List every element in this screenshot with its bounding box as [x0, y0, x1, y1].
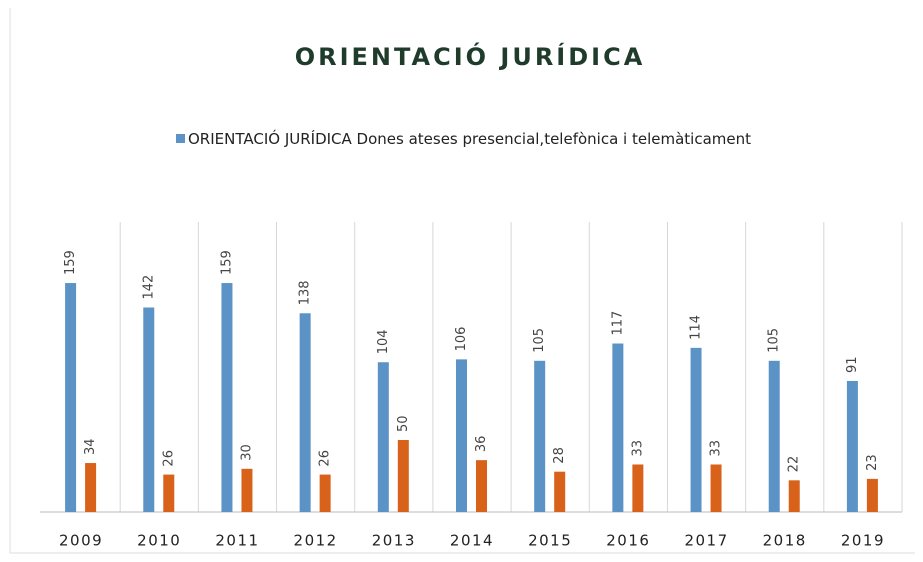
value-label: 50	[396, 415, 411, 432]
value-label: 36	[474, 436, 489, 453]
x-tick-label: 2016	[606, 532, 650, 550]
legend: ORIENTACIÓ JURÍDICA Dones ateses presenc…	[176, 126, 776, 153]
bar	[65, 283, 77, 512]
x-tick-label: 2018	[763, 532, 807, 550]
bar	[456, 359, 467, 512]
value-label: 26	[161, 450, 176, 467]
bar	[710, 464, 722, 512]
bar	[788, 480, 800, 512]
bar	[632, 464, 644, 512]
value-label: 159	[63, 250, 78, 275]
bar	[85, 463, 97, 512]
value-label: 23	[865, 454, 880, 471]
bar	[221, 283, 233, 512]
value-label: 91	[845, 356, 860, 373]
bar	[846, 380, 858, 512]
bar	[397, 440, 409, 512]
legend-swatch	[176, 134, 185, 143]
x-tick-label: 2014	[450, 532, 494, 550]
x-tick-label: 2010	[137, 532, 181, 550]
x-tick-label: 2012	[294, 532, 338, 550]
bar	[554, 471, 566, 512]
legend-label: ORIENTACIÓ JURÍDICA Dones ateses presenc…	[188, 130, 752, 148]
value-label: 117	[610, 311, 625, 336]
bar	[143, 307, 155, 512]
x-tick-label: 2009	[59, 532, 103, 550]
x-tick-label: 2015	[528, 532, 572, 550]
value-label: 142	[141, 275, 156, 300]
x-tick-label: 2013	[372, 532, 416, 550]
value-label: 33	[630, 440, 645, 457]
bar	[377, 362, 389, 512]
value-label: 28	[552, 447, 567, 464]
x-tick-label: 2011	[215, 532, 259, 550]
bar	[241, 468, 253, 512]
value-label: 22	[787, 456, 802, 473]
bar	[299, 313, 311, 512]
bar	[866, 478, 878, 512]
chart-title: ORIENTACIÓ JURÍDICA	[295, 41, 646, 71]
x-tick-label: 2017	[684, 532, 728, 550]
bar	[319, 474, 331, 512]
bar	[612, 343, 624, 512]
value-label: 105	[532, 328, 547, 353]
value-label: 26	[318, 450, 333, 467]
value-label: 138	[298, 280, 313, 305]
value-label: 104	[376, 329, 391, 354]
value-label: 105	[767, 328, 782, 353]
value-label: 106	[454, 327, 469, 352]
x-tick-label: 2019	[841, 532, 885, 550]
value-label: 159	[219, 250, 234, 275]
value-label: 30	[239, 444, 254, 461]
bar	[534, 360, 546, 512]
bar	[690, 347, 702, 512]
value-label: 114	[689, 315, 704, 340]
bar	[768, 360, 780, 512]
value-label: 33	[709, 440, 724, 457]
value-label: 34	[83, 438, 98, 455]
bar	[476, 460, 487, 512]
bar	[163, 474, 175, 512]
